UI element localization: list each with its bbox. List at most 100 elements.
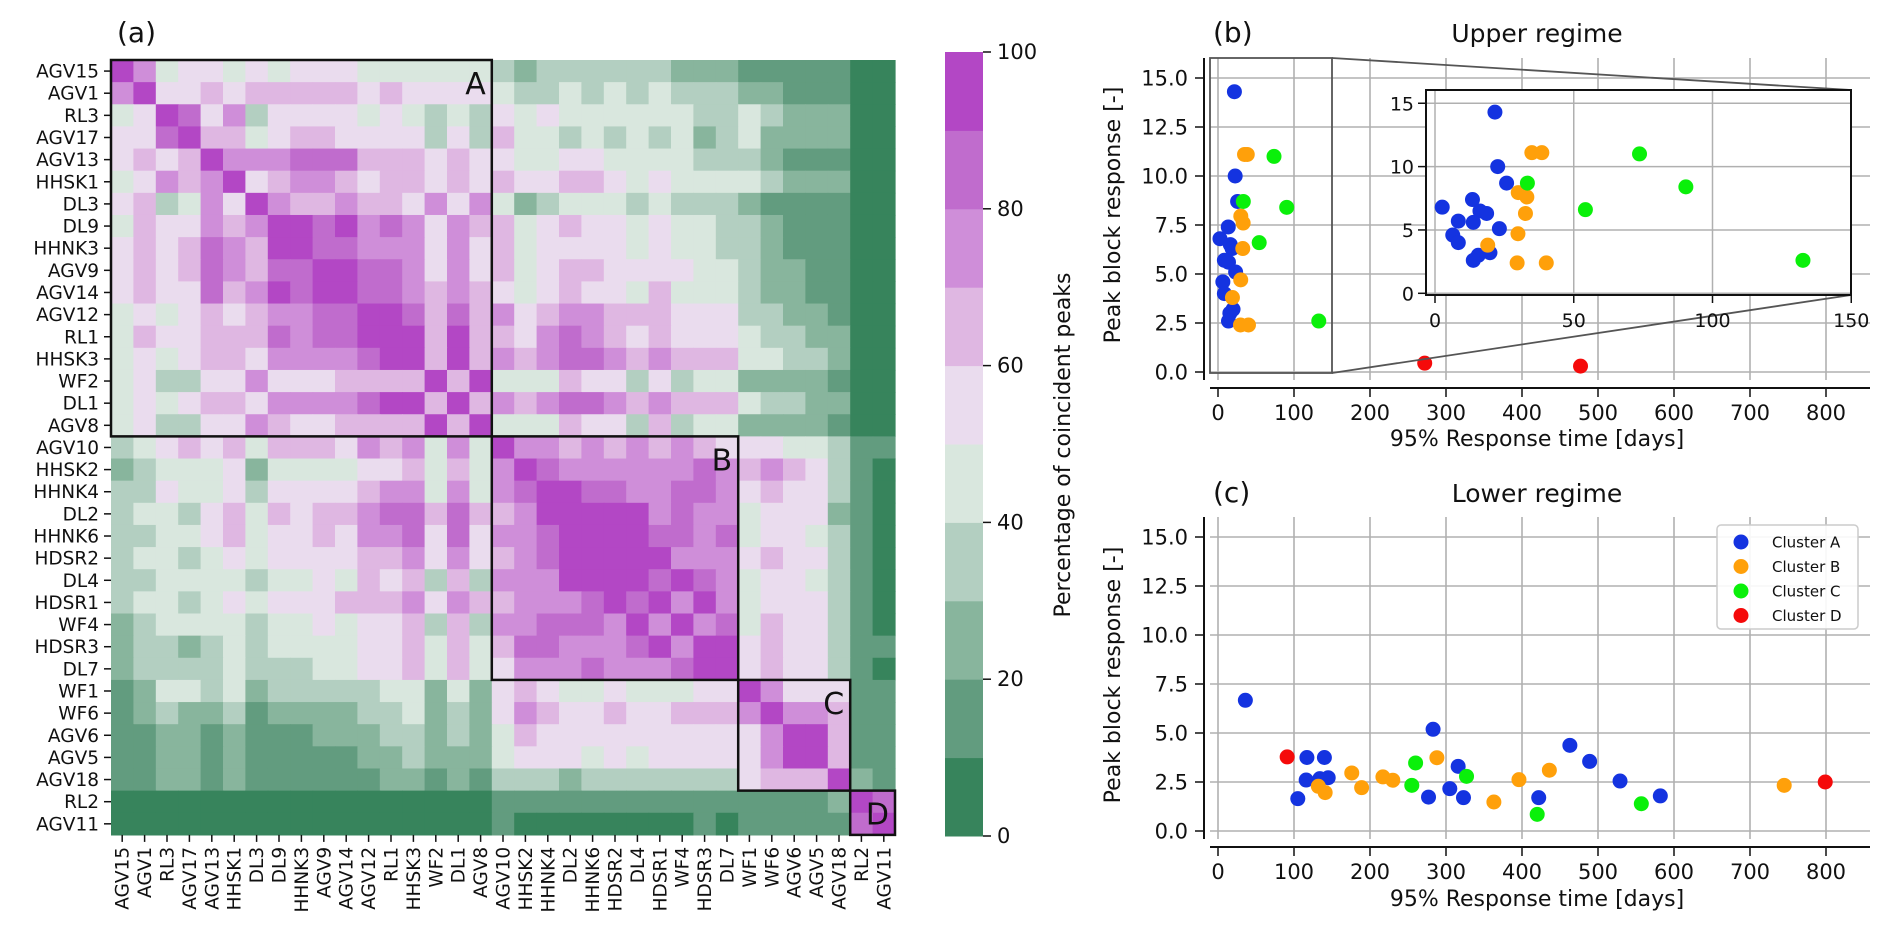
heatmap-cell xyxy=(626,524,650,548)
inset-point-cluster-a xyxy=(1491,221,1507,237)
heatmap-cell xyxy=(357,369,381,393)
heatmap-cell xyxy=(514,679,538,703)
inset-point-cluster-b xyxy=(1509,255,1525,271)
heatmap-cell xyxy=(581,480,605,504)
heatmap-cell xyxy=(626,347,650,371)
heatmap-cell xyxy=(491,702,515,725)
heatmap-cell xyxy=(738,613,762,637)
heatmap-cell xyxy=(536,480,560,504)
heatmap-cell xyxy=(805,60,829,83)
inset-connector-bottom xyxy=(1331,294,1852,374)
heatmap-cell xyxy=(155,414,179,437)
heatmap-cell xyxy=(469,502,493,526)
heatmap-cell xyxy=(357,480,381,504)
heatmap-cell xyxy=(424,724,448,747)
data-point-cluster-a xyxy=(1442,781,1458,797)
heatmap-cell xyxy=(223,60,246,83)
heatmap-cell xyxy=(559,679,582,703)
heatmap-cell xyxy=(447,414,470,437)
heatmap-cell xyxy=(155,547,179,570)
heatmap-cell xyxy=(335,679,358,703)
heatmap-cell xyxy=(245,392,269,415)
heatmap-cell xyxy=(357,547,381,570)
heatmap-cell xyxy=(693,303,717,327)
heatmap-cell xyxy=(805,812,829,836)
heatmap-cell xyxy=(491,547,515,570)
heatmap-cell xyxy=(245,281,269,305)
heatmap-cell xyxy=(111,790,134,814)
heatmap-cell xyxy=(223,281,246,305)
heatmap-cell xyxy=(223,148,246,172)
heatmap-cell xyxy=(603,812,627,836)
heatmap-cell xyxy=(447,569,470,592)
heatmap-cell xyxy=(872,170,896,194)
heatmap-cell xyxy=(290,237,314,260)
heatmap-cell xyxy=(267,259,291,282)
heatmap-cell xyxy=(559,414,582,437)
heatmap-cell xyxy=(536,104,560,128)
heatmap-cell xyxy=(850,237,874,260)
heatmap-cell xyxy=(783,790,806,814)
heatmap-cell xyxy=(850,104,874,128)
heatmap-cell xyxy=(245,613,269,637)
heatmap-cell xyxy=(267,635,291,659)
heatmap-cell xyxy=(805,746,829,770)
heatmap-cell xyxy=(491,790,515,814)
heatmap-cell xyxy=(536,679,560,703)
heatmap-cell xyxy=(581,392,605,415)
heatmap-cell xyxy=(133,679,157,703)
heatmap-cell xyxy=(603,480,627,504)
heatmap-cell xyxy=(447,170,470,194)
heatmap-cell xyxy=(267,679,291,703)
heatmap-cell xyxy=(447,436,470,460)
heatmap-cell xyxy=(379,591,403,615)
heatmap-cell xyxy=(357,104,381,128)
heatmap-cell xyxy=(738,547,762,570)
heatmap-cell xyxy=(424,214,448,238)
heatmap-cell xyxy=(245,591,269,615)
heatmap-cell xyxy=(872,502,896,526)
inset-point-cluster-a xyxy=(1465,252,1481,268)
heatmap-cell xyxy=(111,547,134,570)
heatmap-cell xyxy=(312,746,336,770)
heatmap-cell xyxy=(491,126,515,150)
y-tick-label: 0.0 xyxy=(1155,361,1188,385)
heatmap-cell xyxy=(715,524,739,548)
heatmap-cell xyxy=(805,591,829,615)
heatmap-cell xyxy=(491,237,515,260)
heatmap-cell xyxy=(738,591,762,615)
heatmap-cell xyxy=(514,547,538,570)
heatmap-cell xyxy=(469,126,493,150)
heatmap-cell xyxy=(783,591,806,615)
heatmap-cell xyxy=(760,768,784,792)
heatmap-cell xyxy=(827,547,851,570)
heatmap-cell xyxy=(267,591,291,615)
heatmap-cell xyxy=(290,480,314,504)
panel-c-scatter: (c) Lower regime 0 100 200 300 400 500 600 700 8… xyxy=(1101,476,1870,912)
data-point-cluster-b xyxy=(1385,772,1401,788)
heatmap-cell xyxy=(581,281,605,305)
heatmap-cell xyxy=(693,480,717,504)
heatmap-cell xyxy=(469,613,493,637)
heatmap-cell xyxy=(155,325,179,349)
heatmap-cell xyxy=(648,325,672,349)
heatmap-cell xyxy=(223,591,246,615)
heatmap-cell xyxy=(245,369,269,393)
heatmap-cell xyxy=(245,347,269,371)
heatmap-cell xyxy=(783,569,806,592)
heatmap-cell xyxy=(402,347,426,371)
heatmap-cell xyxy=(469,480,493,504)
col-label: WF1 xyxy=(740,847,761,888)
heatmap-cell xyxy=(133,192,157,216)
heatmap-cell xyxy=(447,524,470,548)
heatmap-cell xyxy=(245,746,269,770)
heatmap-cell xyxy=(603,392,627,415)
heatmap-cell xyxy=(424,547,448,570)
heatmap-cell xyxy=(671,347,694,371)
heatmap-cell xyxy=(424,768,448,792)
heatmap-cell xyxy=(155,458,179,482)
heatmap-cell xyxy=(491,812,515,836)
heatmap-cell xyxy=(626,104,650,128)
heatmap-cell xyxy=(111,126,134,150)
heatmap-cell xyxy=(536,170,560,194)
